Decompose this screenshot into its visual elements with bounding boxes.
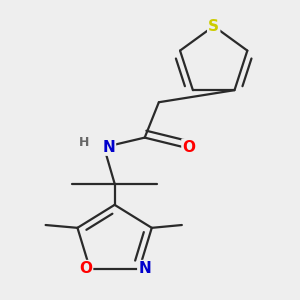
Text: O: O (79, 261, 92, 276)
Text: O: O (182, 140, 195, 155)
Text: N: N (102, 140, 115, 155)
Text: S: S (208, 19, 219, 34)
Text: N: N (138, 261, 151, 276)
Text: H: H (80, 136, 90, 149)
